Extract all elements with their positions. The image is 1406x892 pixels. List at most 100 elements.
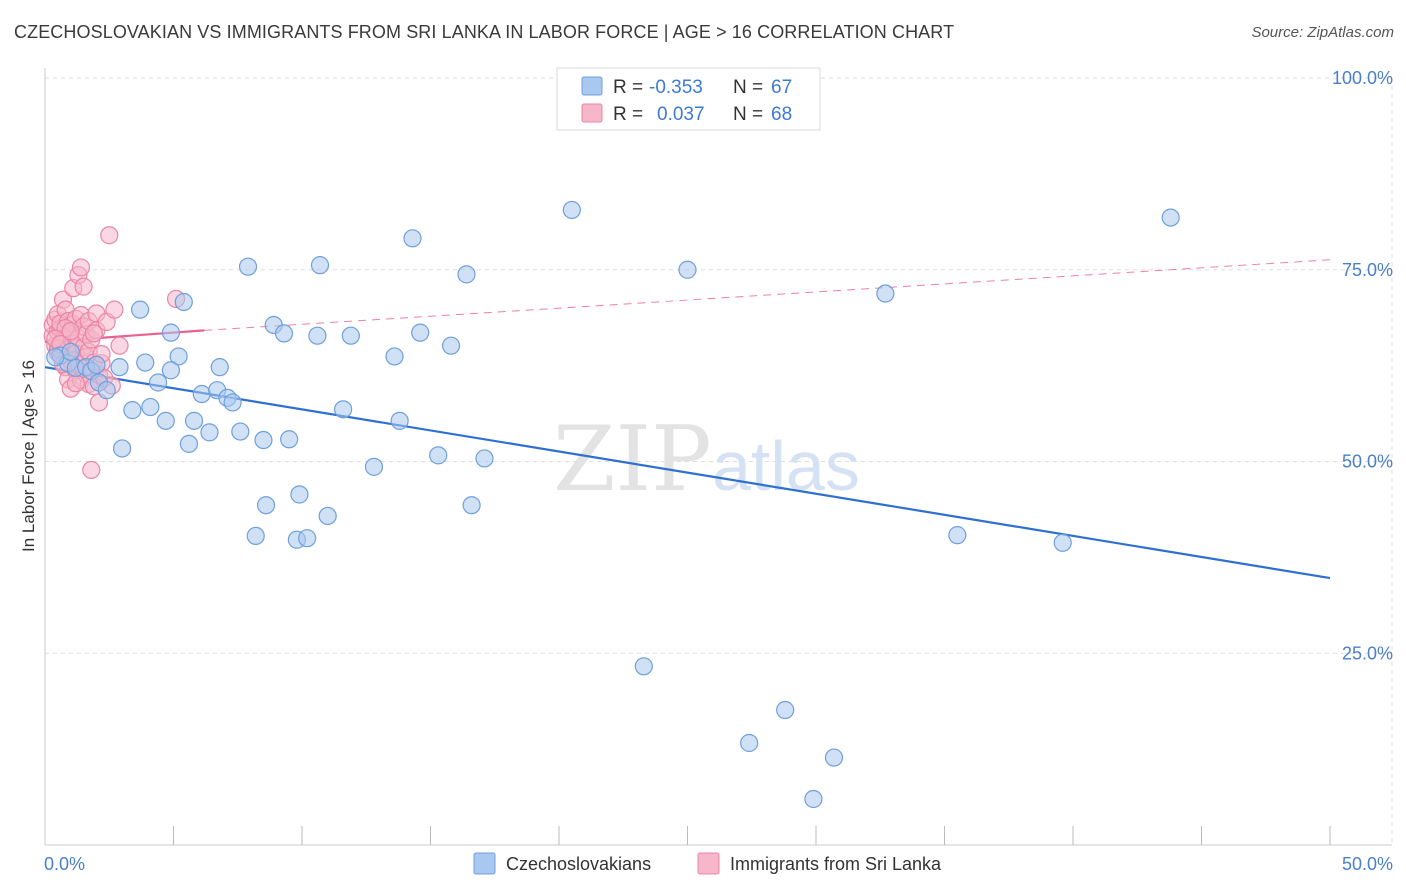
x-tick-label: 0.0%: [44, 854, 85, 874]
czechoslovakian-point: [156, 411, 175, 430]
czechoslovakian-point: [246, 526, 265, 545]
bottom-legend: Czechoslovakians Immigrants from Sri Lan…: [473, 852, 942, 875]
czechoslovakian-point: [110, 358, 129, 377]
czechoslovakian-point: [441, 336, 461, 355]
czechoslovakian-point: [1053, 533, 1072, 552]
czechoslovakian-point: [457, 265, 476, 284]
legend-n-value-2: 68: [771, 104, 792, 125]
czechoslovakian-point: [136, 353, 155, 372]
czechoslovakian-point: [462, 496, 481, 515]
czechoslovakian-point: [948, 526, 967, 545]
bottom-legend-swatch-pink: [697, 852, 720, 875]
czechoslovakian-point: [334, 400, 353, 419]
y-tick-label: 100.0%: [1332, 68, 1393, 88]
y-axis-label: In Labor Force | Age > 16: [19, 360, 38, 552]
czechoslovakian-point: [174, 292, 193, 312]
series-czechoslovakian-points: [46, 200, 1180, 809]
czechoslovakian-point: [804, 789, 823, 809]
sri-lanka-point: [71, 258, 91, 277]
sri-lanka-point: [84, 324, 103, 343]
watermark: ZIP atlas: [553, 407, 860, 512]
legend-swatch-blue: [581, 76, 603, 96]
chart-title: CZECHOSLOVAKIAN VS IMMIGRANTS FROM SRI L…: [14, 22, 955, 42]
czechoslovakian-point: [210, 358, 229, 377]
sri-lanka-point: [100, 226, 119, 245]
czechoslovakian-point: [876, 284, 895, 303]
czechoslovakian-point: [364, 457, 384, 476]
czechoslovakian-point: [141, 397, 160, 417]
czechoslovakian-point: [184, 411, 204, 430]
czechoslovakian-point: [740, 733, 759, 753]
czechoslovakian-point: [411, 323, 430, 342]
czechoslovakian-point: [280, 430, 299, 449]
legend-r-value-2: 0.037: [657, 104, 705, 125]
trend-line-czechoslovakian: [44, 366, 1331, 580]
czechoslovakian-point: [130, 300, 150, 319]
bottom-legend-label-pink: Immigrants from Sri Lanka: [730, 854, 942, 874]
czechoslovakian-point: [824, 748, 844, 767]
czechoslovakian-point: [318, 506, 337, 526]
legend-n-label-2: N =: [733, 104, 763, 125]
czechoslovakian-point: [200, 423, 219, 442]
bottom-legend-swatch-blue: [473, 852, 496, 875]
czechoslovakian-point: [61, 342, 80, 361]
czechoslovakian-point: [475, 449, 494, 468]
grid-lines: [45, 77, 1393, 845]
x-tick-labels: 0.0% 50.0%: [44, 854, 1393, 874]
czechoslovakian-point: [429, 446, 448, 465]
watermark-atlas: atlas: [712, 427, 860, 505]
czechoslovakian-point: [161, 323, 181, 342]
czechoslovakian-point: [403, 229, 422, 248]
y-tick-labels: 25.0% 50.0% 75.0% 100.0%: [1332, 68, 1393, 663]
czechoslovakian-point: [776, 700, 795, 720]
sri-lanka-point: [105, 300, 124, 319]
czechoslovakian-point: [308, 326, 327, 345]
legend-swatch-pink: [581, 103, 603, 123]
czechoslovakian-point: [390, 411, 409, 430]
czechoslovakian-point: [678, 260, 697, 279]
czechoslovakian-point: [1161, 208, 1180, 227]
czechoslovakian-point: [223, 393, 242, 412]
czechoslovakian-point: [87, 355, 106, 374]
czechoslovakian-point: [634, 657, 653, 676]
czechoslovakian-point: [254, 430, 273, 450]
legend-r-value-1: -0.353: [649, 77, 703, 98]
czechoslovakian-point: [46, 348, 65, 367]
legend-r-label-1: R =: [613, 77, 643, 98]
czechoslovakian-point: [179, 434, 199, 453]
x-tick-label: 50.0%: [1342, 854, 1393, 874]
czechoslovakian-point: [385, 347, 404, 366]
legend-n-label-1: N =: [733, 77, 763, 98]
bottom-legend-label-blue: Czechoslovakians: [506, 854, 651, 874]
sri-lanka-point: [82, 460, 101, 480]
legend-r-label-2: R =: [613, 104, 643, 125]
czechoslovakian-point: [123, 401, 142, 420]
czechoslovakian-point: [169, 347, 188, 366]
czechoslovakian-point: [298, 529, 317, 548]
trend-line-sri-lanka-extended: [204, 259, 1331, 331]
y-tick-label: 75.0%: [1342, 260, 1393, 280]
sri-lanka-point: [110, 336, 129, 355]
y-tick-label: 25.0%: [1342, 643, 1393, 663]
czechoslovakian-point: [310, 256, 330, 275]
czechoslovakian-point: [231, 422, 250, 441]
source-credit: Source: ZipAtlas.com: [1251, 24, 1394, 41]
czechoslovakian-point: [256, 496, 276, 515]
sri-lanka-point: [74, 277, 93, 296]
czechoslovakian-point: [161, 361, 181, 380]
y-tick-label: 50.0%: [1342, 452, 1393, 472]
czechoslovakian-point: [341, 326, 360, 345]
czechoslovakian-point: [274, 324, 294, 343]
watermark-zip: ZIP: [553, 407, 712, 512]
czechoslovakian-point: [238, 257, 258, 276]
legend-n-value-1: 67: [771, 77, 792, 98]
czechoslovakian-point: [148, 373, 168, 392]
czechoslovakian-point: [112, 439, 132, 458]
legend-box: R = -0.353 N = 67 R = 0.037 N = 68: [556, 67, 821, 131]
axes: [44, 68, 1392, 846]
czechoslovakian-point: [97, 381, 116, 400]
sri-lanka-point: [61, 322, 80, 341]
czechoslovakian-point: [562, 200, 581, 220]
czechoslovakian-point: [192, 384, 211, 404]
